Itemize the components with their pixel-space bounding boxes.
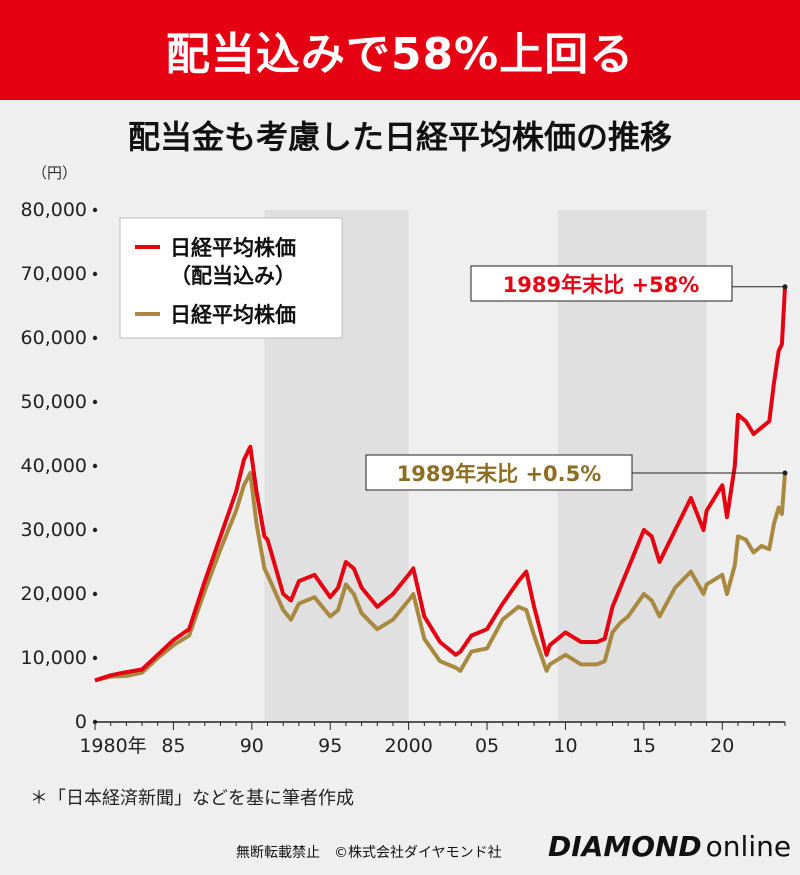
logo-light-text: online	[705, 830, 792, 863]
logo-bold-text: DIAMOND	[548, 830, 702, 863]
y-tick-label: 30,000	[21, 519, 87, 541]
annotation-box-price	[365, 454, 633, 491]
y-tick-dot	[92, 207, 98, 213]
y-tick-dot	[92, 591, 98, 597]
x-tick-label: 85	[161, 735, 185, 757]
x-tick-label: 15	[632, 735, 656, 757]
legend-label-price: 日経平均株価	[170, 303, 296, 327]
headline-banner: 配当込みで58%上回る	[0, 0, 800, 100]
series-line-price	[94, 471, 787, 683]
y-tick-dot	[92, 335, 98, 341]
y-tick-label: 60,000	[21, 327, 87, 349]
annotation-dot-dividend	[782, 284, 788, 290]
x-tick-label: 1980年	[79, 735, 146, 757]
x-tick-label: 10	[553, 735, 577, 757]
diamond-online-logo: DIAMOND online	[548, 830, 791, 863]
y-axis-unit: （円）	[32, 164, 77, 182]
chart-title: 配当金も考慮した日経平均株価の推移	[127, 118, 672, 156]
source-note: ＊「日本経済新聞」などを基に筆者作成	[30, 788, 354, 809]
annotation-text-dividend: 1989年末比 +58%	[503, 273, 700, 297]
y-tick-dot	[92, 463, 98, 469]
y-tick-label: 40,000	[21, 455, 87, 477]
legend-label-dividend-line2: （配当込み）	[170, 264, 296, 288]
annotation-dot-price	[782, 470, 788, 476]
y-tick-dot	[92, 527, 98, 533]
x-tick-label: 20	[710, 735, 734, 757]
legend-box	[119, 217, 343, 339]
y-tick-label: 50,000	[21, 391, 87, 413]
annotation-text-price: 1989年末比 +0.5%	[397, 462, 602, 486]
x-tick-label: 95	[318, 735, 342, 757]
y-tick-dot	[92, 271, 98, 277]
y-tick-label: 0	[75, 711, 87, 733]
y-tick-label: 10,000	[21, 647, 87, 669]
y-tick-dot	[92, 655, 98, 661]
y-tick-label: 80,000	[21, 199, 87, 221]
y-tick-label: 70,000	[21, 263, 87, 285]
legend-label-dividend-line1: 日経平均株価	[170, 236, 296, 260]
headline-text: 配当込みで58%上回る	[165, 29, 635, 80]
copyright-notice: 無断転載禁止 ©株式会社ダイヤモンド社	[236, 845, 502, 861]
y-tick-dot	[92, 399, 98, 405]
annotation-box-dividend	[470, 265, 733, 302]
y-tick-label: 20,000	[21, 583, 87, 605]
x-tick-label: 2000	[384, 735, 432, 757]
x-tick-label: 90	[240, 735, 264, 757]
series-line-dividend	[94, 286, 787, 683]
x-tick-label: 05	[475, 735, 499, 757]
